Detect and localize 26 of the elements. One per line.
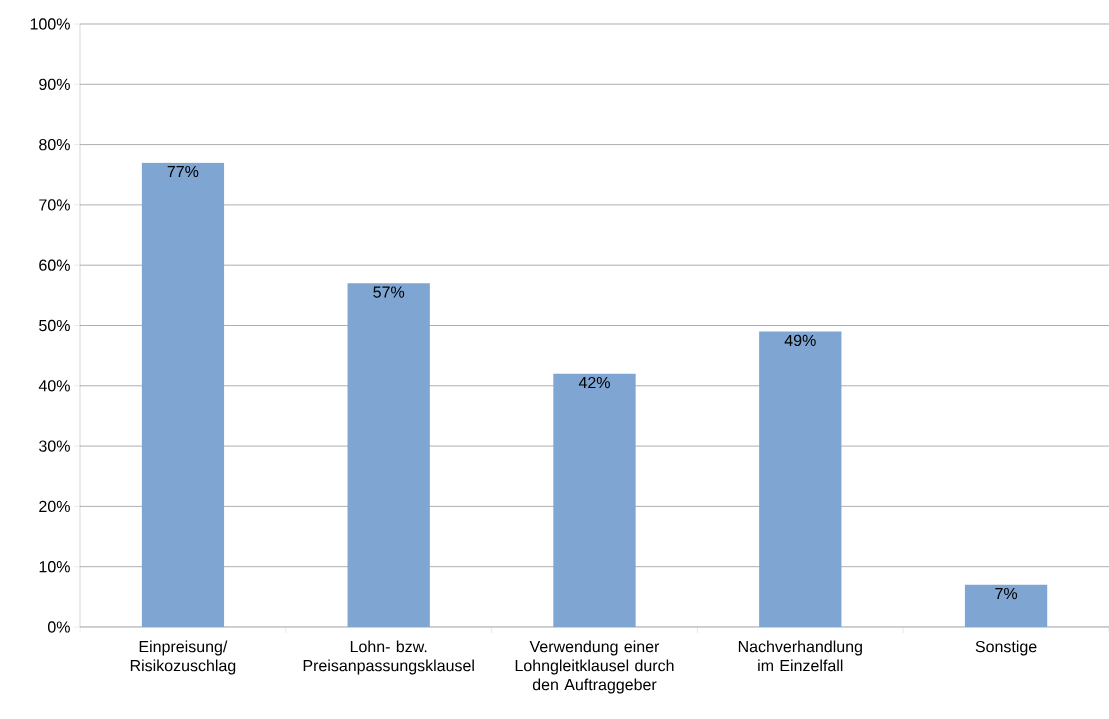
- y-tick-label: 40%: [38, 380, 70, 392]
- y-tick-label: 90%: [39, 78, 70, 90]
- x-tick-label: Lohn- bzw. Preisanpassungsklausel: [303, 640, 474, 675]
- y-tick-label: 60%: [39, 259, 70, 271]
- y-tick-label: 100%: [30, 18, 70, 30]
- x-tick-label: Verwendung einer Lohngleitklausel durch den Auftraggeber: [515, 640, 674, 694]
- x-tick-label: Nachverhandlung im Einzelfall: [738, 640, 862, 672]
- data-label: 49%: [784, 334, 816, 347]
- y-tick-label: 30%: [39, 440, 70, 452]
- y-tick-label: 70%: [39, 199, 70, 211]
- bar: [759, 331, 842, 627]
- bar: [347, 283, 430, 627]
- data-label: 7%: [995, 587, 1018, 600]
- data-label: 57%: [373, 286, 405, 298]
- bar: [964, 584, 1048, 627]
- data-label: 42%: [578, 376, 610, 389]
- y-tick-label: 0%: [47, 621, 70, 633]
- bar: [141, 162, 225, 627]
- y-tick-label: 80%: [39, 138, 70, 151]
- x-tick-label: Einpreisung/ Risikozuschlag: [130, 640, 236, 675]
- data-label: 77%: [167, 165, 199, 178]
- y-tick-label: 50%: [39, 319, 70, 332]
- x-tick-label: Sonstige: [975, 640, 1037, 656]
- y-tick-label: 20%: [39, 500, 70, 513]
- y-tick-label: 10%: [39, 561, 70, 573]
- bar: [553, 373, 636, 627]
